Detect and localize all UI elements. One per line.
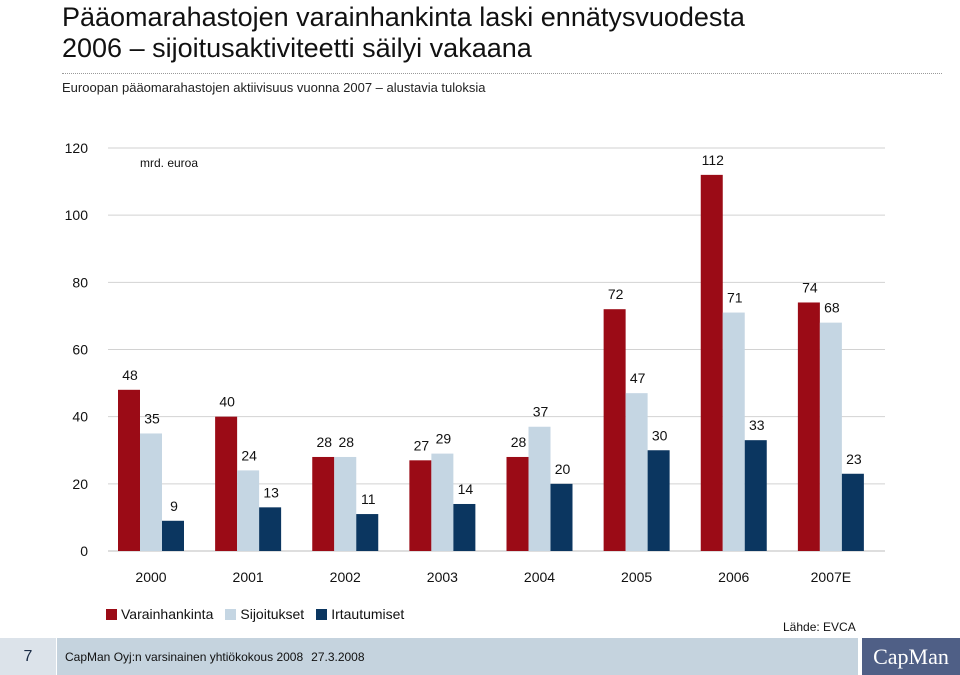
bar-sijoitukset-2000 — [140, 433, 162, 551]
data-label-sijoitukset-2001: 24 — [241, 447, 257, 463]
x-tick-label-2003: 2003 — [427, 569, 458, 585]
footer-meeting-text: CapMan Oyj:n varsinainen yhtiökokous 200… — [65, 650, 304, 664]
bar-varainhankinta-2006 — [700, 174, 723, 551]
legend-item-irtautumiset: Irtautumiset — [316, 606, 404, 622]
data-label-irtautumiset-2003: 14 — [458, 481, 474, 497]
bar-irtautumiset-2007E — [841, 473, 864, 551]
bar-varainhankinta-2004 — [506, 456, 529, 551]
footer-text-wrap: CapMan Oyj:n varsinainen yhtiökokous 200… — [65, 650, 365, 664]
y-tick-label-120: 120 — [65, 140, 89, 156]
footer-date: 27.3.2008 — [311, 650, 365, 664]
y-tick-label-40: 40 — [72, 409, 88, 425]
bar-varainhankinta-2005 — [603, 309, 626, 551]
data-label-irtautumiset-2005: 30 — [652, 427, 668, 443]
legend-label-varainhankinta: Varainhankinta — [121, 606, 214, 622]
bar-sijoitukset-2001 — [237, 470, 260, 551]
bar-sijoitukset-2006 — [722, 312, 745, 551]
bar-irtautumiset-2003 — [453, 503, 476, 551]
bar-irtautumiset-2005 — [647, 450, 670, 551]
data-label-irtautumiset-2000: 9 — [170, 498, 178, 514]
data-label-varainhankinta-2002: 28 — [316, 434, 332, 450]
data-label-irtautumiset-2001: 13 — [263, 484, 279, 500]
page-subtitle: Euroopan pääomarahastojen aktiivisuus vu… — [62, 80, 486, 95]
legend-swatch-irtautumiset — [316, 608, 328, 620]
bar-sijoitukset-2007E — [819, 322, 842, 551]
y-tick-label-60: 60 — [72, 342, 88, 358]
page-number: 7 — [0, 638, 56, 675]
title-line-1: Pääomarahastojen varainhankinta laski en… — [62, 2, 745, 32]
legend-item-sijoitukset: Sijoitukset — [225, 606, 304, 622]
bar-sijoitukset-2003 — [431, 453, 454, 551]
bar-irtautumiset-2002 — [356, 514, 379, 551]
data-label-irtautumiset-2002: 11 — [361, 491, 376, 507]
legend-item-varainhankinta: Varainhankinta — [106, 606, 213, 622]
data-label-irtautumiset-2007E: 23 — [846, 451, 862, 467]
y-tick-label-100: 100 — [65, 207, 89, 223]
data-label-irtautumiset-2004: 20 — [555, 461, 571, 477]
bar-varainhankinta-2003 — [409, 460, 432, 551]
y-tick-label-80: 80 — [72, 274, 88, 290]
bar-sijoitukset-2002 — [334, 456, 357, 551]
data-label-sijoitukset-2000: 35 — [144, 410, 160, 426]
bar-varainhankinta-2000 — [118, 389, 140, 551]
x-tick-label-2002: 2002 — [330, 569, 361, 585]
chart-legend: Varainhankinta Sijoitukset Irtautumiset — [106, 606, 404, 622]
source-note: Lähde: EVCA — [783, 620, 856, 634]
data-label-sijoitukset-2007E: 68 — [824, 300, 840, 316]
data-label-varainhankinta-2003: 27 — [414, 437, 430, 453]
bar-varainhankinta-2001 — [215, 416, 238, 551]
data-label-varainhankinta-2004: 28 — [511, 434, 527, 450]
bar-sijoitukset-2005 — [625, 393, 648, 551]
unit-label: mrd. euroa — [140, 156, 198, 170]
x-tick-label-2004: 2004 — [524, 569, 555, 585]
data-label-sijoitukset-2002: 28 — [338, 434, 354, 450]
x-tick-label-2006: 2006 — [718, 569, 749, 585]
data-label-varainhankinta-2000: 48 — [122, 367, 138, 383]
footer-info: CapMan Oyj:n varsinainen yhtiökokous 200… — [57, 638, 858, 675]
footer-bar: 7 CapMan Oyj:n varsinainen yhtiökokous 2… — [0, 638, 960, 675]
data-label-sijoitukset-2003: 29 — [436, 431, 452, 447]
legend-swatch-varainhankinta — [106, 608, 117, 620]
y-tick-label-0: 0 — [80, 543, 88, 559]
bar-irtautumiset-2006 — [744, 440, 767, 551]
y-tick-label-20: 20 — [72, 476, 88, 492]
data-label-sijoitukset-2004: 37 — [533, 404, 549, 420]
bar-chart: 0 20 40 60 80 100 120 mrd. euroa 48 35 9 2000 40 24 13… — [65, 140, 885, 585]
legend-swatch-sijoitukset — [225, 608, 237, 620]
bar-irtautumiset-2000 — [162, 520, 184, 551]
x-tick-label-2001: 2001 — [233, 569, 264, 585]
page-title: Pääomarahastojen varainhankinta laski en… — [62, 2, 942, 64]
bar-varainhankinta-2007E — [797, 302, 820, 551]
capman-logo: CapMan — [862, 638, 960, 675]
data-label-varainhankinta-2007E: 74 — [802, 279, 818, 295]
legend-label-irtautumiset: Irtautumiset — [331, 606, 405, 622]
x-tick-label-2007E: 2007E — [811, 569, 851, 585]
data-label-varainhankinta-2006: 112 — [702, 152, 725, 168]
bar-irtautumiset-2004 — [550, 483, 573, 551]
x-tick-label-2000: 2000 — [135, 569, 166, 585]
title-divider — [62, 73, 942, 74]
data-label-varainhankinta-2001: 40 — [219, 394, 235, 410]
bar-irtautumiset-2001 — [259, 507, 282, 551]
bar-varainhankinta-2002 — [312, 456, 335, 551]
data-label-irtautumiset-2006: 33 — [749, 417, 765, 433]
bar-sijoitukset-2004 — [528, 426, 551, 551]
title-line-2: 2006 – sijoitusaktiviteetti säilyi vakaa… — [62, 33, 532, 63]
data-label-sijoitukset-2005: 47 — [630, 370, 646, 386]
legend-label-sijoitukset: Sijoitukset — [240, 606, 305, 622]
data-label-sijoitukset-2006: 71 — [727, 290, 743, 306]
data-label-varainhankinta-2005: 72 — [608, 286, 624, 302]
x-tick-label-2005: 2005 — [621, 569, 652, 585]
